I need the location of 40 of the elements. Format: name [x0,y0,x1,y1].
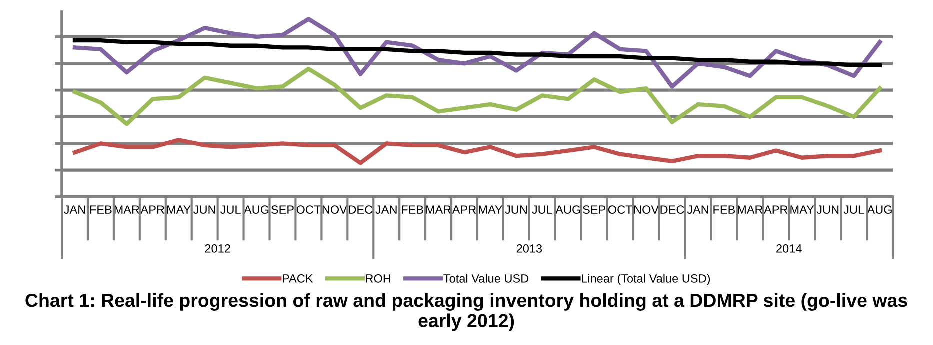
x-tick-label: NOV [322,206,348,214]
x-tick-label: FEB [714,206,736,214]
x-tick-label: DEC [349,206,373,214]
x-tick-label: NOV [634,206,660,214]
x-tick-label: SEP [271,206,294,214]
x-tick-label: APR [452,206,476,214]
x-tick-label: JAN [64,206,86,214]
text: 2013 [516,244,542,253]
text: 2012 [205,244,230,253]
x-tick-label: OCT [608,206,633,214]
x-tick-label: AUG [556,206,580,214]
x-tick-label: MAR [114,206,140,214]
legend-label: ROH [366,274,390,283]
x-tick-label: MAY [167,206,191,214]
x-tick-label: OCT [296,206,321,214]
x-tick-label: JUN [505,206,527,214]
text: Chart 1: Real-life progression of raw and packaging inventory holding at a DDMRP site (go-live was early 2012) [26,293,908,332]
x-tick-label: FEB [402,206,424,214]
x-tick-label: FEB [90,206,112,214]
x-tick-label: MAR [738,206,763,214]
x-tick-label: JUL [844,206,864,214]
x-tick-label: JUN [816,206,839,214]
legend-label: PACK [282,274,314,283]
x-tick-label: MAY [479,206,503,214]
legend-label: Total Value USD [444,274,529,283]
x-tick-label: MAY [790,206,814,214]
x-tick-label: JAN [687,206,708,214]
text: 2014 [776,244,802,253]
x-tick-label: JUL [532,206,553,214]
x-tick-label: APR [764,206,788,214]
x-tick-label: SEP [583,206,606,214]
x-tick-label: JUL [220,206,241,214]
x-tick-label: DEC [660,206,684,214]
legend-label: Linear (Total Value USD) [582,274,710,286]
x-tick-label: JAN [376,206,397,214]
x-tick-label: MAR [426,206,452,214]
x-tick-label: AUG [867,206,892,214]
x-tick-label: AUG [244,206,269,214]
x-tick-label: APR [140,206,164,214]
x-tick-label: JUN [194,206,216,214]
